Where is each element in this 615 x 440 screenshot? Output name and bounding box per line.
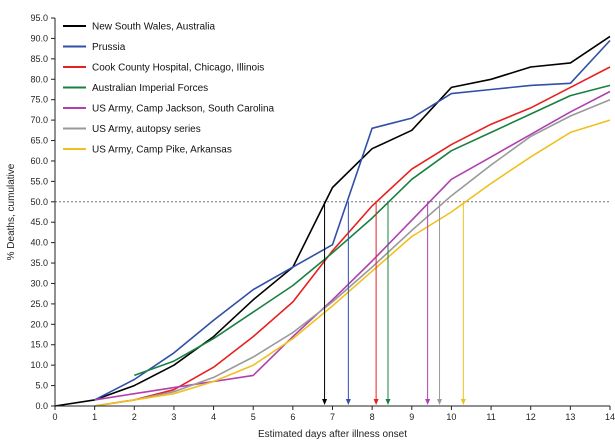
y-tick-label: 5.0 <box>35 381 48 391</box>
series-line-1 <box>94 39 611 401</box>
series-line-3 <box>134 84 611 377</box>
plot-area <box>54 35 611 407</box>
y-tick-label: 20.0 <box>30 319 48 329</box>
y-tick-label: 85.0 <box>30 54 48 64</box>
series-line-0 <box>54 35 611 407</box>
series-line-5 <box>94 98 611 407</box>
x-tick-label: 12 <box>526 412 536 422</box>
axes: 0.05.010.015.020.025.030.035.040.045.050… <box>30 13 615 422</box>
median-arrow-head-5 <box>437 399 443 405</box>
y-axis-label: % Deaths, cumulative <box>6 163 17 260</box>
y-tick-label: 30.0 <box>30 278 48 288</box>
legend-label-1: Prussia <box>92 42 126 53</box>
legend-label-5: US Army, autopsy series <box>92 124 201 135</box>
y-tick-label: 0.0 <box>35 401 48 411</box>
y-tick-label: 45.0 <box>30 217 48 227</box>
y-tick-label: 25.0 <box>30 299 48 309</box>
legend: New South Wales, Australia Prussia Cook Co… <box>63 22 275 156</box>
x-tick-label: 2 <box>132 412 137 422</box>
y-tick-label: 90.0 <box>30 33 48 43</box>
y-tick-label: 50.0 <box>30 197 48 207</box>
x-tick-label: 1 <box>92 412 97 422</box>
legend-label-4: US Army, Camp Jackson, South Carolina <box>92 104 275 115</box>
x-tick-label: 4 <box>211 412 216 422</box>
x-tick-label: 6 <box>290 412 295 422</box>
legend-label-3: Australian Imperial Forces <box>92 83 208 94</box>
y-tick-label: 95.0 <box>30 13 48 23</box>
legend-label-2: Cook County Hospital, Chicago, Illinois <box>92 63 264 74</box>
median-arrow-head-3 <box>385 399 391 405</box>
y-tick-label: 75.0 <box>30 95 48 105</box>
y-tick-label: 65.0 <box>30 136 48 146</box>
y-tick-label: 55.0 <box>30 176 48 186</box>
x-tick-label: 14 <box>605 412 615 422</box>
legend-label-6: US Army, Camp Pike, Arkansas <box>92 145 232 156</box>
series-line-6 <box>94 119 611 407</box>
x-tick-label: 8 <box>370 412 375 422</box>
series-line-4 <box>94 90 611 401</box>
median-arrow-head-2 <box>373 399 379 405</box>
y-tick-label: 80.0 <box>30 74 48 84</box>
median-arrow-head-6 <box>460 399 466 405</box>
y-tick-label: 35.0 <box>30 258 48 268</box>
y-tick-label: 15.0 <box>30 340 48 350</box>
median-arrow-head-4 <box>425 399 431 405</box>
x-tick-label: 11 <box>486 412 495 422</box>
median-arrow-head-1 <box>345 399 351 405</box>
x-tick-label: 9 <box>409 412 414 422</box>
median-arrow-head-0 <box>322 399 328 405</box>
x-tick-label: 13 <box>565 412 575 422</box>
x-axis-label: Estimated days after illness onset <box>258 429 407 440</box>
x-tick-label: 7 <box>330 412 335 422</box>
y-tick-label: 10.0 <box>30 360 48 370</box>
x-tick-label: 5 <box>251 412 256 422</box>
y-tick-label: 40.0 <box>30 238 48 248</box>
legend-label-0: New South Wales, Australia <box>92 22 215 33</box>
x-tick-label: 3 <box>171 412 176 422</box>
y-tick-label: 60.0 <box>30 156 48 166</box>
x-tick-label: 0 <box>52 412 57 422</box>
x-tick-label: 10 <box>446 412 456 422</box>
y-tick-label: 70.0 <box>30 115 48 125</box>
